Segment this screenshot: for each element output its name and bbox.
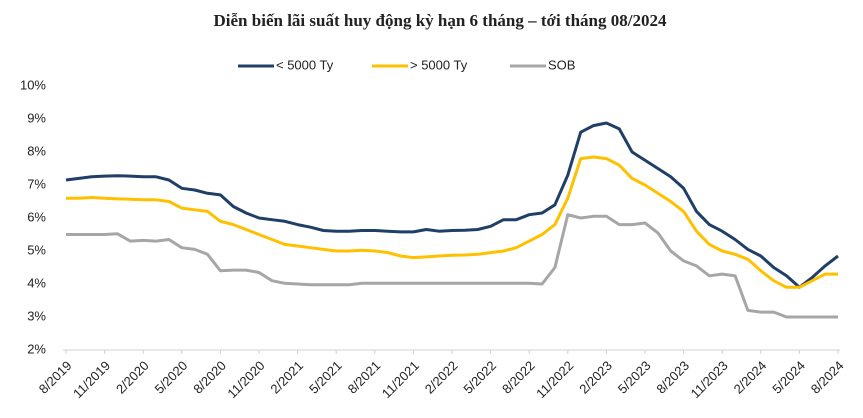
legend-label: SOB: [548, 57, 575, 72]
y-tick-label: 9%: [27, 110, 46, 125]
x-tick-label: 8/2021: [345, 358, 384, 397]
x-tick-label: 8/2023: [653, 358, 692, 397]
series-line: [66, 155, 838, 289]
y-tick-label: 10%: [20, 77, 46, 92]
x-tick-label: 5/2024: [769, 358, 808, 397]
x-tick-label: 8/2022: [499, 358, 538, 397]
series-line: [66, 213, 838, 319]
x-tick-label: 11/2022: [533, 358, 576, 401]
y-tick-label: 4%: [27, 275, 46, 290]
series-line: [65, 121, 839, 289]
y-tick-label: 5%: [27, 242, 46, 257]
x-tick-label: 11/2023: [688, 358, 731, 401]
x-tick-label: 8/2024: [808, 358, 847, 397]
y-tick-label: 3%: [27, 308, 46, 323]
x-tick-label: 5/2023: [615, 358, 654, 397]
x-tick-label: 2/2021: [267, 358, 306, 397]
y-tick-label: 6%: [27, 209, 46, 224]
x-tick-label: 5/2020: [152, 358, 191, 397]
x-tick-label: 2/2023: [576, 358, 615, 397]
x-tick-label: 8/2020: [190, 358, 229, 397]
x-tick-label: 8/2019: [36, 358, 75, 397]
y-tick-label: 7%: [27, 176, 46, 191]
y-tick-label: 2%: [27, 341, 46, 356]
x-tick-label: 11/2019: [70, 358, 113, 401]
x-tick-label: 5/2021: [306, 358, 345, 397]
x-tick-label: 11/2021: [379, 358, 422, 401]
x-tick-label: 11/2020: [224, 358, 267, 401]
legend-label: > 5000 Ty: [410, 57, 468, 72]
chart-title: Diễn biến lãi suất huy động kỳ hạn 6 thá…: [214, 11, 667, 30]
x-tick-label: 5/2022: [460, 358, 499, 397]
x-tick-label: 2/2022: [422, 358, 461, 397]
x-tick-label: 2/2024: [731, 358, 770, 397]
x-tick-label: 2/2020: [113, 358, 152, 397]
legend-label: < 5000 Ty: [276, 57, 334, 72]
y-tick-label: 8%: [27, 143, 46, 158]
